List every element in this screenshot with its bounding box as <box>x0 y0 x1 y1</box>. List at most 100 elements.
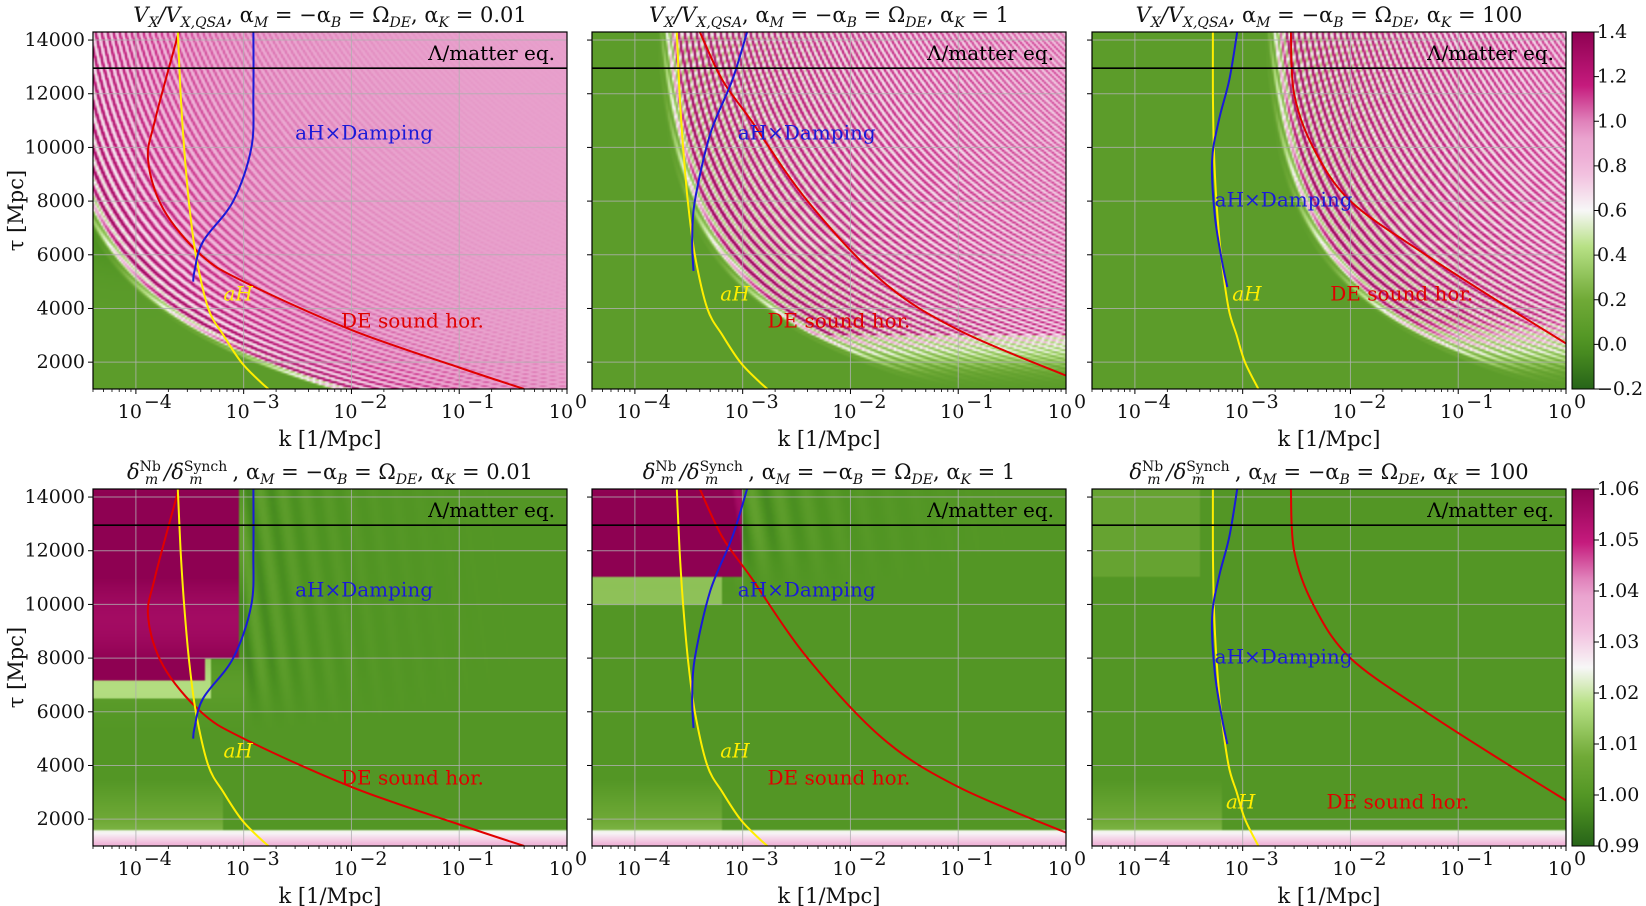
aH-line <box>675 489 769 846</box>
sound-horizon-line <box>146 32 525 389</box>
sound-horizon-label: DE sound hor. <box>768 308 911 332</box>
damping-line <box>691 32 749 271</box>
x-tick-exponent: −1 <box>1466 391 1494 413</box>
x-tick-label: 10 <box>441 401 465 423</box>
curves-p5 <box>592 489 1066 846</box>
aH-line <box>176 32 270 389</box>
x-tick-exponent: 0 <box>1574 848 1586 870</box>
x-tick-exponent: −2 <box>1358 848 1386 870</box>
damping-label: aH×Damping <box>295 577 433 601</box>
colorbar-tick-label: 1.03 <box>1597 631 1639 653</box>
x-tick-label: 10 <box>333 401 357 423</box>
x-tick-label: 10 <box>1225 401 1249 423</box>
colorbar-tick-label: 0.4 <box>1597 244 1627 266</box>
heatmap-p2 <box>592 32 1066 389</box>
x-axis-label: k [1/Mpc] <box>1278 427 1381 451</box>
x-tick-exponent: 0 <box>1574 391 1586 413</box>
x-tick-exponent: −2 <box>858 848 886 870</box>
x-axis-label: k [1/Mpc] <box>279 884 382 906</box>
x-tick-exponent: −4 <box>1143 848 1171 870</box>
damping-label: aH×Damping <box>1215 187 1353 211</box>
x-tick-label: 10 <box>725 858 749 880</box>
colorbar-tick-label: 1.02 <box>1597 682 1639 704</box>
grid-p6 <box>1092 489 1566 846</box>
sound-horizon-label: DE sound hor. <box>1327 789 1470 813</box>
damping-label: aH×Damping <box>295 120 433 144</box>
aH-label: aH <box>720 281 750 305</box>
x-tick-label: 10 <box>118 858 142 880</box>
x-axis-label: k [1/Mpc] <box>279 427 382 451</box>
aH-label: aH <box>1232 281 1262 305</box>
colorbar-cb2: 0.99 1.00 1.01 1.02 1.03 1.04 1.05 1.06 <box>1571 478 1639 857</box>
x-tick-label: 10 <box>1048 858 1072 880</box>
x-tick-exponent: −3 <box>252 391 280 413</box>
x-tick-exponent: −1 <box>1466 848 1494 870</box>
sound-horizon-label: DE sound hor. <box>1330 281 1473 305</box>
colorbar-tick-label: 1.05 <box>1597 529 1639 551</box>
y-tick-label: 6000 <box>37 244 85 266</box>
grid-p5 <box>592 489 1066 846</box>
colorbar-tick-label: 0.99 <box>1597 835 1639 857</box>
x-tick-exponent: −4 <box>144 848 172 870</box>
colorbar-tick-label: 1.01 <box>1597 733 1639 755</box>
x-tick-label: 10 <box>940 401 964 423</box>
colorbar-tick-label: 1.4 <box>1597 21 1627 43</box>
x-tick-label: 10 <box>549 401 573 423</box>
damping-line <box>691 489 749 728</box>
axes-frame <box>591 488 1067 847</box>
colorbar-tick-label: 0.6 <box>1597 200 1627 222</box>
aH-label: aH <box>224 281 254 305</box>
x-tick-exponent: −3 <box>751 848 779 870</box>
x-tick-label: 10 <box>1548 858 1572 880</box>
x-tick-label: 10 <box>1225 858 1249 880</box>
damping-line <box>1210 32 1239 288</box>
axes-frame <box>92 488 568 847</box>
colorbar-tick-label: 0.2 <box>1597 289 1627 311</box>
sound-horizon-line <box>698 32 1066 377</box>
x-tick-exponent: 0 <box>575 848 587 870</box>
aH-line <box>176 489 270 846</box>
y-tick-label: 4000 <box>37 297 85 319</box>
colorbar-tick-label: 1.0 <box>1597 110 1627 132</box>
y-tick-label: 2000 <box>37 808 85 830</box>
equality-label: Λ/matter eq. <box>926 41 1054 65</box>
equality-label: Λ/matter eq. <box>427 498 555 522</box>
x-tick-exponent: −4 <box>1143 391 1171 413</box>
heatmap-p5 <box>592 489 1066 846</box>
x-tick-label: 10 <box>226 401 250 423</box>
y-tick-label: 2000 <box>37 351 85 373</box>
y-tick-label: 12000 <box>25 540 85 562</box>
panel-title: VX/VX,QSA, αM = −αB = ΩDE, αK = 0.01 <box>133 3 526 31</box>
grid-p1 <box>93 32 567 389</box>
colorbar-gradient <box>1571 31 1595 390</box>
x-tick-label: 10 <box>549 858 573 880</box>
x-tick-label: 10 <box>1440 858 1464 880</box>
curves-p3 <box>1092 32 1566 389</box>
x-axis-label: k [1/Mpc] <box>778 427 881 451</box>
sound-horizon-line <box>698 489 1066 834</box>
colorbar-cb1: −0.2 0.0 0.2 0.4 0.6 0.8 1.0 1.2 1.4 <box>1571 21 1643 400</box>
panel-title: δNb m/δSynch m, αM = −αB = ΩDE, αK = 100 <box>1129 459 1528 488</box>
damping-label: aH×Damping <box>1215 644 1353 668</box>
heatmap-p6 <box>1092 489 1566 846</box>
x-tick-exponent: −1 <box>467 391 495 413</box>
equality-label: Λ/matter eq. <box>1426 41 1554 65</box>
damping-line <box>192 489 255 739</box>
x-tick-label: 10 <box>118 401 142 423</box>
aH-label: aH <box>720 738 750 762</box>
y-tick-label: 14000 <box>25 29 85 51</box>
damping-label: aH×Damping <box>738 120 876 144</box>
equality-label: Λ/matter eq. <box>427 41 555 65</box>
x-tick-label: 10 <box>940 858 964 880</box>
heatmap-p4 <box>93 489 567 846</box>
panel-title: δNb m/δSynch m, αM = −αB = ΩDE, αK = 0.01 <box>127 459 533 488</box>
damping-line <box>1210 489 1239 745</box>
damping-label: aH×Damping <box>738 577 876 601</box>
axes-frame <box>1091 31 1567 390</box>
x-tick-label: 10 <box>1440 401 1464 423</box>
equality-label: Λ/matter eq. <box>926 498 1054 522</box>
